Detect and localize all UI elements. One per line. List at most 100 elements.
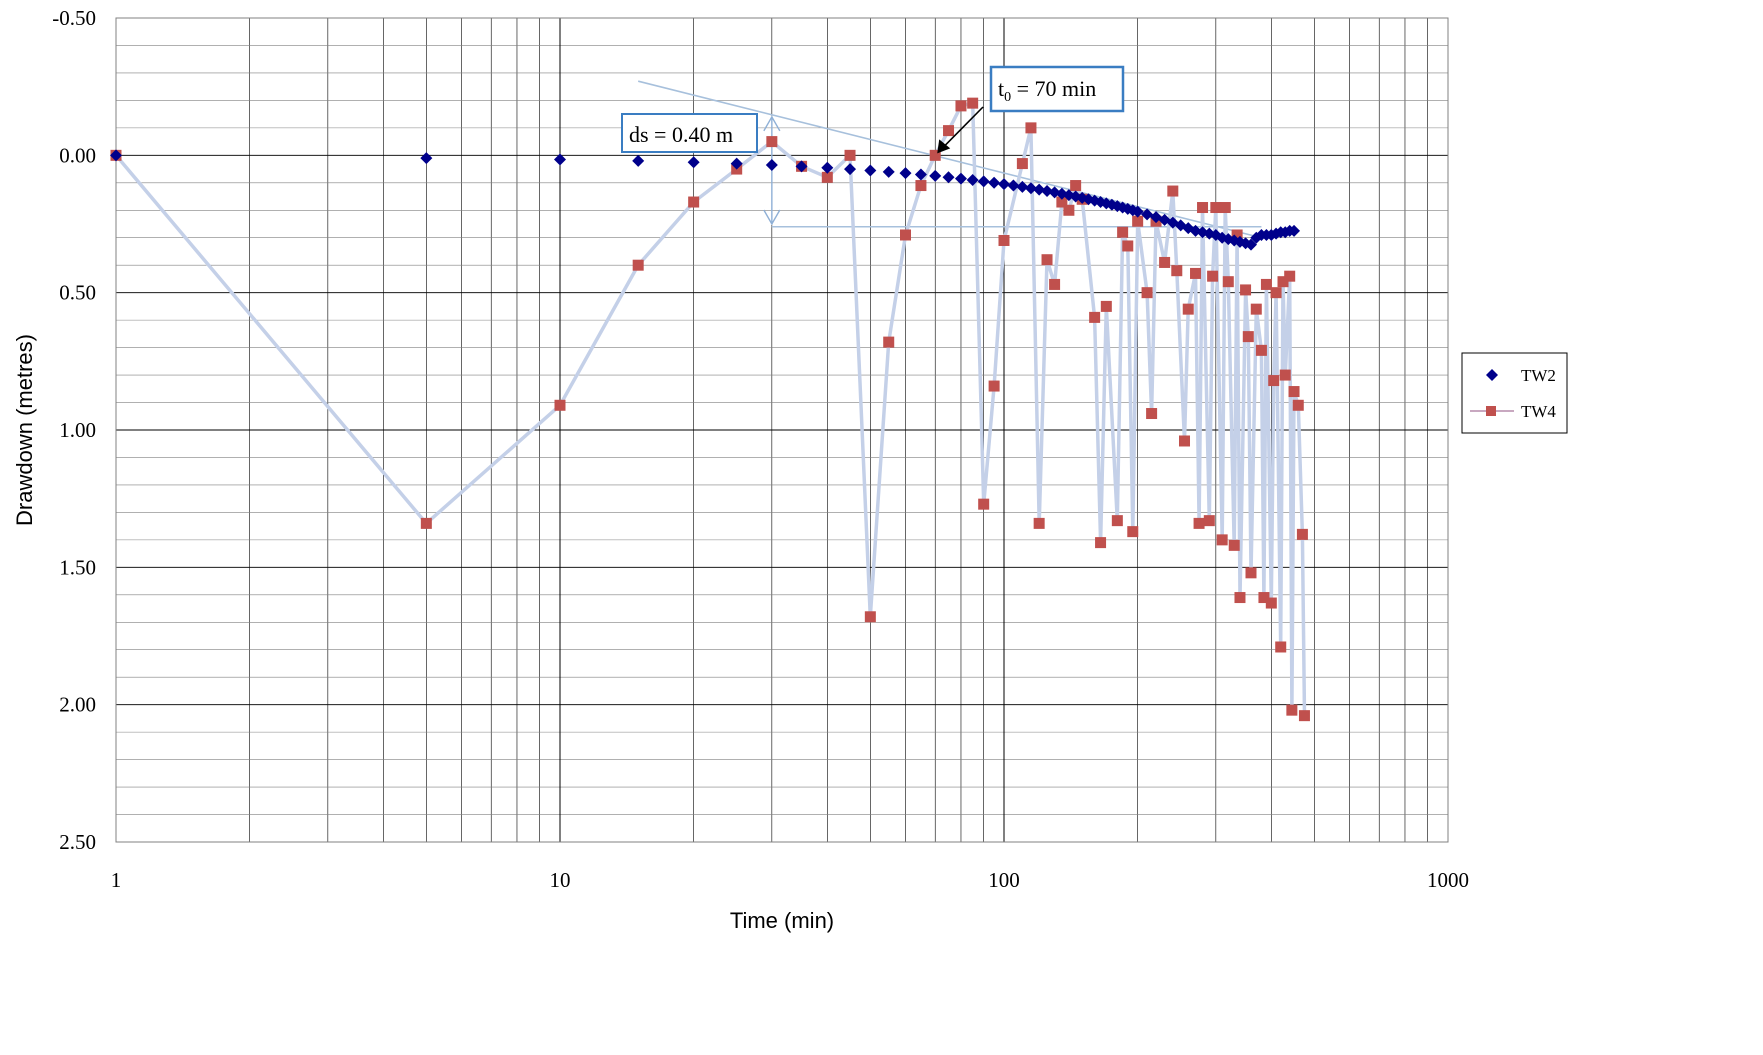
annotation-box — [621, 113, 758, 153]
fit-lines — [637, 80, 1262, 239]
data-point — [1024, 182, 1037, 195]
data-point — [1016, 180, 1029, 193]
data-point — [915, 180, 927, 192]
data-point — [687, 156, 700, 169]
data-point — [1242, 331, 1254, 343]
y-tick-label: 1.00 — [59, 418, 96, 442]
data-point — [998, 178, 1010, 191]
y-tick-label: 0.50 — [59, 281, 96, 305]
data-point — [1141, 287, 1153, 299]
data-point — [988, 176, 1001, 189]
data-point — [1117, 226, 1129, 238]
data-point — [1159, 256, 1171, 268]
data-point — [998, 234, 1010, 246]
data-point — [110, 149, 122, 162]
data-point — [1007, 179, 1020, 192]
data-point — [967, 97, 979, 109]
data-point — [1210, 202, 1222, 214]
y-tick-label: -0.50 — [52, 6, 96, 30]
data-point — [1245, 567, 1257, 579]
series-tw4-line — [114, 101, 1307, 716]
series-tw4-markers — [110, 97, 1310, 722]
data-point — [632, 259, 644, 271]
y-tick-label: 2.00 — [59, 693, 96, 717]
data-point — [1089, 311, 1101, 323]
y-tick-label: 2.50 — [59, 830, 96, 854]
data-point — [1270, 287, 1282, 299]
data-point — [1288, 224, 1301, 237]
annotation-arrow — [940, 106, 984, 150]
data-point — [1033, 517, 1045, 529]
data-point — [1284, 270, 1296, 282]
data-point — [844, 149, 856, 161]
data-point — [1095, 537, 1107, 549]
data-point — [1056, 196, 1068, 208]
data-point — [1190, 267, 1202, 279]
data-point — [1033, 183, 1046, 196]
data-point — [1141, 208, 1154, 221]
data-point — [977, 175, 990, 188]
data-point — [1298, 710, 1310, 722]
data-point — [1296, 528, 1308, 540]
data-point — [1222, 276, 1234, 288]
data-point — [1275, 641, 1287, 653]
data-point — [554, 153, 566, 166]
x-tick-labels: 1 10 100 1000 — [111, 868, 1469, 892]
series-line — [114, 101, 1307, 716]
x-tick-label: 100 — [988, 868, 1020, 892]
ds-arrow-head-up — [763, 115, 781, 132]
ds-arrow-head-down — [763, 209, 781, 226]
x-tick-label: 1000 — [1427, 868, 1469, 892]
x-axis-title: Time (min) — [730, 908, 834, 933]
data-point — [1070, 180, 1082, 192]
data-point — [1244, 238, 1257, 251]
fit-line — [637, 80, 1262, 239]
legend-marker-tw2 — [1486, 369, 1498, 381]
data-point — [1122, 240, 1134, 252]
data-point — [420, 517, 432, 529]
data-point — [821, 171, 833, 183]
legend: TW2 TW4 — [1461, 352, 1568, 434]
data-point — [730, 157, 743, 170]
data-point — [1265, 597, 1277, 609]
data-point — [1132, 215, 1144, 227]
data-point — [954, 172, 967, 185]
legend-box — [1461, 352, 1568, 434]
data-point — [1277, 276, 1289, 288]
data-point — [929, 169, 942, 182]
data-point — [1063, 204, 1075, 216]
data-point — [1203, 515, 1215, 527]
data-point — [1179, 435, 1191, 447]
data-point — [1041, 185, 1054, 198]
annotation-arrowhead — [937, 139, 951, 154]
annotations: ds = 0.40 m t0 = 70 min — [621, 65, 1125, 154]
data-point — [1260, 278, 1272, 290]
data-point — [1100, 300, 1112, 312]
plot-frame — [115, 17, 1449, 843]
data-point — [765, 158, 778, 171]
series-tw2-markers — [110, 149, 1301, 251]
annotation-text: ds = 0.40 m — [629, 122, 733, 147]
data-point — [929, 149, 941, 161]
data-point — [1279, 369, 1291, 381]
data-point — [420, 152, 433, 165]
data-point — [632, 154, 645, 167]
data-point — [1041, 254, 1053, 266]
data-point — [899, 167, 912, 180]
data-point — [864, 164, 877, 177]
data-point — [1288, 386, 1300, 398]
data-point — [1025, 122, 1037, 134]
data-point — [821, 161, 834, 174]
data-point — [1016, 158, 1028, 170]
data-point — [1228, 539, 1240, 551]
data-point — [1234, 592, 1246, 604]
legend-label-tw2: TW2 — [1521, 366, 1556, 385]
data-point — [1255, 344, 1267, 356]
data-point — [864, 611, 876, 623]
data-point — [1131, 205, 1144, 218]
data-point — [942, 171, 955, 184]
data-point — [966, 174, 979, 187]
data-point — [688, 196, 700, 208]
